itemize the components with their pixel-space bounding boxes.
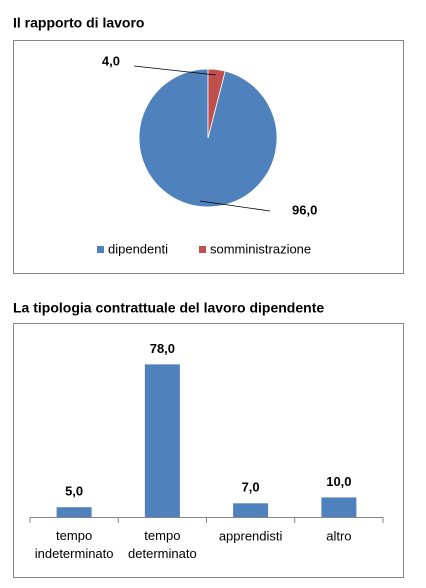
bar	[56, 507, 92, 517]
data-label: 10,0	[326, 474, 351, 489]
x-tick-label: altro	[326, 528, 351, 543]
legend-swatch	[199, 246, 206, 253]
data-label: 4,0	[102, 53, 120, 68]
x-tick-label: apprendisti	[219, 528, 283, 543]
leader-line	[133, 65, 216, 76]
data-label: 96,0	[292, 202, 317, 217]
data-label: 5,0	[65, 484, 83, 499]
data-label: 78,0	[150, 341, 175, 356]
leader-line	[199, 200, 271, 212]
pie-slice	[207, 68, 226, 139]
x-tick-label: tempo determinato	[128, 528, 197, 561]
data-label: 7,0	[242, 480, 260, 495]
bar	[144, 364, 180, 517]
legend-swatch	[97, 246, 104, 253]
bar	[321, 497, 357, 517]
bar	[233, 503, 269, 517]
chart-title: La tipologia contrattuale del lavoro dip…	[13, 300, 324, 316]
legend-label: somministrazione	[210, 241, 311, 256]
chart-frame	[13, 323, 404, 578]
chart-title: Il rapporto di lavoro	[13, 15, 144, 31]
legend-label: dipendenti	[108, 241, 168, 256]
x-tick-label: tempo indeterminato	[35, 528, 114, 561]
